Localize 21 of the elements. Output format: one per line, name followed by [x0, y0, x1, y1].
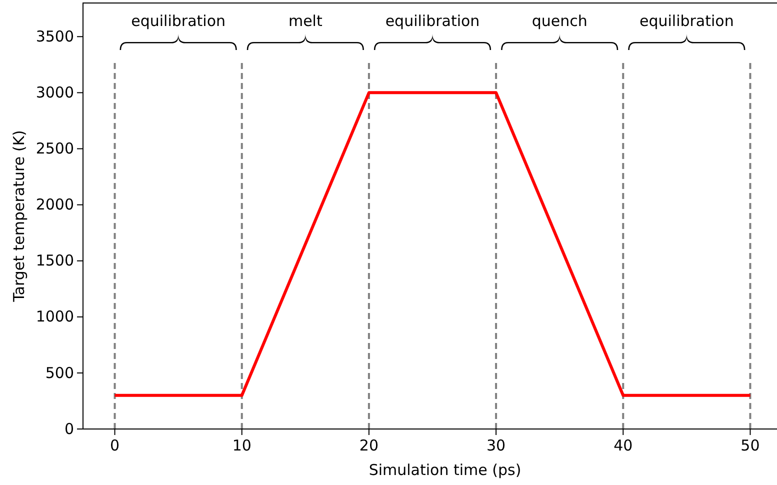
annotation: melt: [288, 12, 322, 30]
y-tick-label: 2000: [36, 196, 74, 214]
annotation: equilibration: [639, 12, 734, 30]
x-tick-label: 20: [359, 436, 378, 455]
annotation: equilibration: [385, 12, 480, 30]
y-tick-label: 3000: [36, 83, 74, 102]
annotation: quench: [532, 12, 588, 30]
x-tick-label: 50: [740, 436, 760, 455]
y-tick-label: 500: [45, 364, 74, 382]
y-tick-label: 0: [64, 420, 74, 438]
x-tick-label: 10: [232, 436, 252, 455]
y-tick-label: 2500: [36, 140, 74, 158]
y-tick-label: 1000: [36, 308, 74, 326]
y-tick-label: 1500: [36, 252, 74, 270]
x-tick-label: 40: [614, 436, 633, 455]
x-axis-title: Simulation time (ps): [368, 461, 522, 479]
annotation: equilibration: [131, 12, 226, 30]
y-tick-label: 3500: [36, 27, 74, 46]
y-axis-title: Target temperature (K): [10, 130, 28, 303]
x-tick-label: 30: [486, 436, 506, 455]
x-tick-label: 0: [110, 436, 120, 455]
